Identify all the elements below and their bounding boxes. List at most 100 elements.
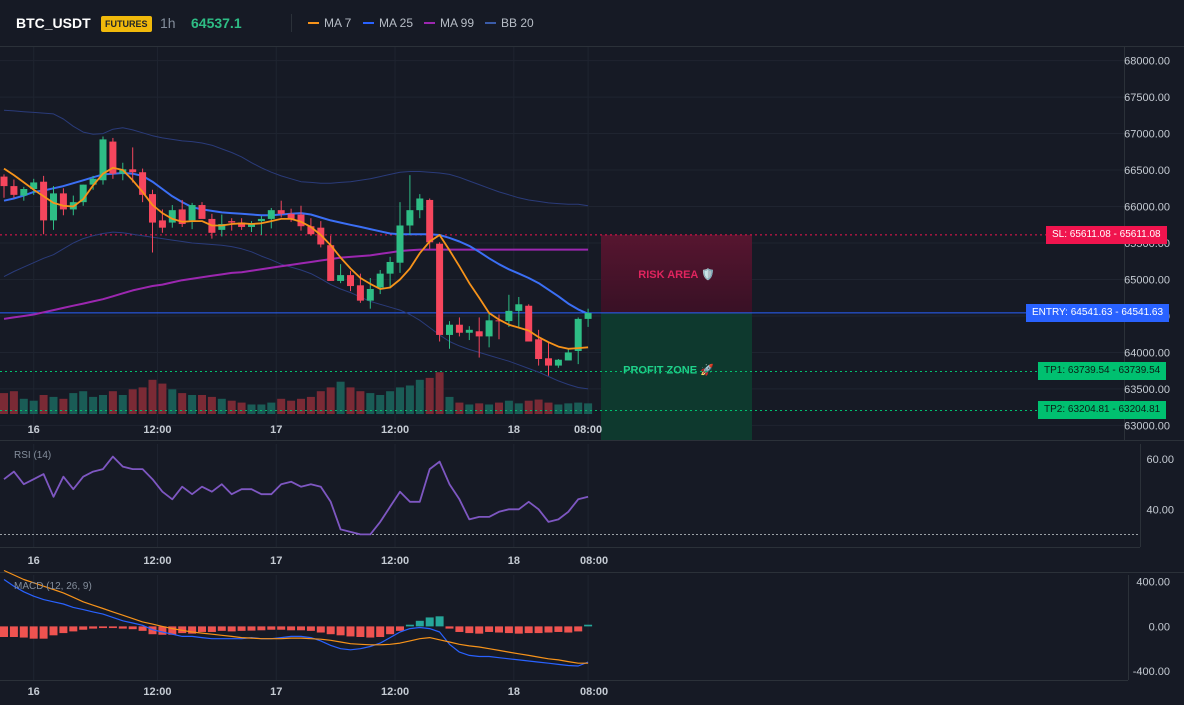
macd-histogram-bar [247,626,256,631]
macd-histogram-bar [9,626,18,637]
macd-histogram-bar [29,626,38,639]
price-time-tick: 08:00 [574,424,602,436]
candle-body [356,285,364,301]
candle-body [188,205,196,221]
macd-line [3,579,589,667]
candle-body [366,288,374,301]
price-axis-tick: 64000.00 [1124,347,1170,359]
volume-bar [465,404,474,414]
volume-bar [148,379,157,414]
candle-body [495,320,503,322]
volume-bar [544,402,553,414]
macd-histogram-bar [267,626,276,630]
macd-histogram-bar [396,626,404,631]
rsi-time-tick: 12:00 [381,555,409,567]
tp2-price-label-value: 63204.81 [1118,404,1161,416]
macd-histogram-bar [89,626,98,629]
legend-ma7[interactable]: MA 7 [308,16,351,30]
volume-bar [39,395,48,414]
macd-histogram-bar [188,626,197,634]
volume-bar [524,400,533,414]
volume-bar [346,387,355,414]
volume-bar [396,387,404,414]
ma7-swatch [308,22,319,24]
volume-bar [376,395,385,414]
candle-body [337,275,345,281]
macd-histogram-bar [108,626,117,629]
volume-bar [247,404,256,414]
price-time-tick: 12:00 [143,424,171,436]
volume-bar [485,404,494,414]
tp1-price-label-separator: - [1109,365,1119,377]
legend-bb20[interactable]: BB 20 [485,16,534,30]
candle-body [238,222,246,227]
candle-body [416,198,424,211]
macd-histogram-bar [277,626,286,630]
header-divider [291,14,292,32]
legend-ma7-label: MA 7 [324,16,352,30]
macd-histogram-bar [138,626,147,631]
candle-body [465,329,473,333]
volume-bar [257,404,266,414]
candle-body [396,225,404,263]
volume-bar [69,393,78,414]
macd-histogram-bar [564,626,573,633]
candle-body [574,318,582,351]
candle-body [455,324,463,333]
macd-title: MACD (12, 26, 9) [14,581,92,592]
candle-body [30,182,38,190]
volume-bar [118,395,127,414]
macd-histogram-bar [257,626,266,631]
candle-body [505,310,513,322]
macd-histogram-bar [504,626,513,634]
candle-body [20,189,28,196]
candle-body [257,218,265,222]
macd-histogram-bar [158,626,167,635]
tp2-price-label: TP2: 63204.81 - 63204.81 [1038,401,1167,420]
volume-bar [425,377,434,414]
legend-ma25[interactable]: MA 25 [363,16,413,30]
macd-histogram-bar [49,626,58,636]
macd-histogram-bar [168,626,177,635]
price-axis-tick: 67500.00 [1124,92,1170,104]
volume-bar [99,395,107,414]
candle-body [178,209,186,225]
ma99-line [3,248,589,320]
bb20-swatch [485,22,496,24]
volume-bar [207,396,216,414]
volume-bar [178,393,187,414]
candle-body [228,221,236,223]
timeframe-label[interactable]: 1h [160,15,176,31]
volume-bar [316,391,325,414]
volume-bar [336,381,345,414]
volume-bar [237,402,246,414]
volume-bar [495,402,503,414]
bb-lower-line [3,231,589,390]
volume-bar [287,400,296,414]
macd-time-tick: 08:00 [580,686,608,698]
macd-histogram-bar [584,624,593,627]
macd-histogram-bar [287,626,296,631]
legend-ma99[interactable]: MA 99 [424,16,474,30]
macd-histogram-bar [0,626,8,637]
macd-histogram-bar [356,626,365,637]
macd-histogram-bar [495,626,503,633]
macd-histogram-bar [534,626,543,634]
candle-body [50,193,57,221]
ma25-swatch [363,22,374,24]
candle-body [198,205,206,219]
sl-price-label-value: 65611.08 [1119,228,1161,240]
volume-bar [0,393,8,414]
candle-body [327,245,335,281]
volume-bar [188,395,197,414]
macd-histogram-bar [445,626,454,629]
legend-ma99-label: MA 99 [440,16,475,30]
candle-body [79,184,87,203]
volume-bar [108,391,117,414]
candle-body [40,181,48,221]
symbol-label[interactable]: BTC_USDT [16,15,91,31]
macd-histogram-bar [524,626,533,634]
macd-histogram-bar [485,626,494,632]
candle-body [376,273,384,288]
